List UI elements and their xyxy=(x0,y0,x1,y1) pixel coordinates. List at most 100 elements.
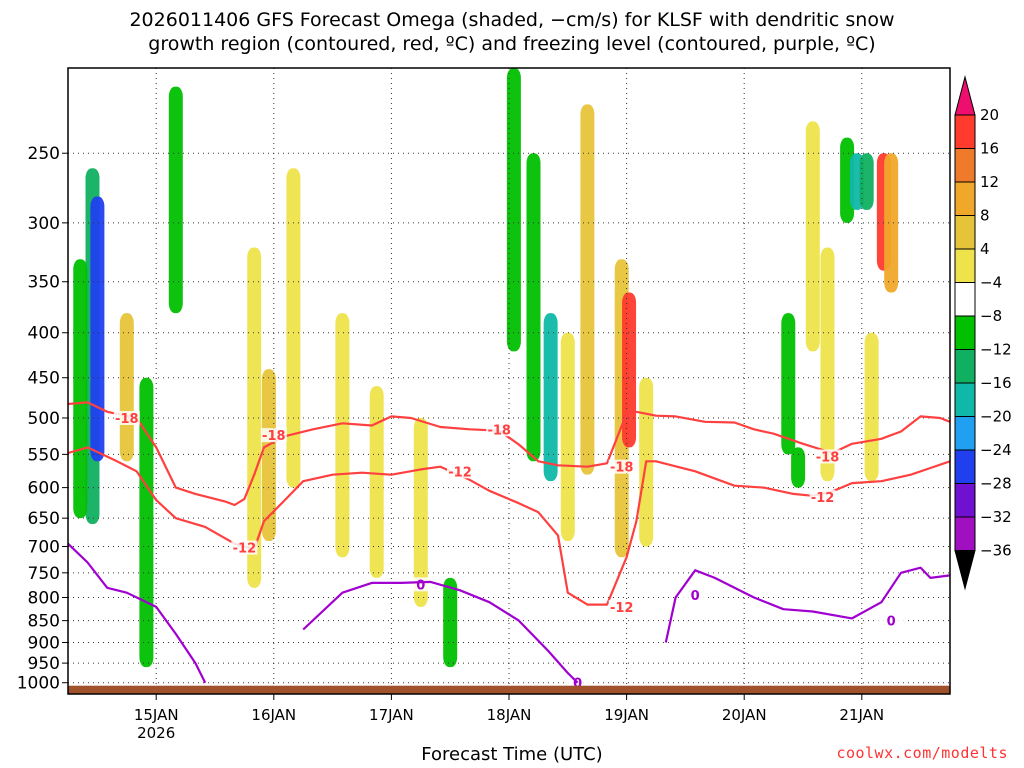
y-tick-label: 450 xyxy=(28,369,60,389)
omega-cell xyxy=(90,196,105,462)
colorbar-label: −12 xyxy=(980,341,1012,359)
contour-label-bg xyxy=(814,449,841,464)
omega-cell xyxy=(139,377,154,668)
colorbar-label: −24 xyxy=(980,441,1012,459)
colorbar-swatch xyxy=(954,516,976,551)
omega-cell xyxy=(805,121,820,352)
omega-cell xyxy=(859,153,874,210)
colorbar-bottom-arrow xyxy=(954,550,976,591)
omega-cell xyxy=(560,332,575,541)
omega-cell xyxy=(543,313,558,482)
contour-label-bg xyxy=(407,577,434,592)
y-tick-label: 500 xyxy=(28,409,60,429)
y-tick-label: 350 xyxy=(28,273,60,293)
contours: -18 -18 -18 -18 -18 -12 -12 -12 -12 0 0 0 0 xyxy=(67,401,951,692)
contour-label: -18 xyxy=(487,423,511,438)
y-tick-label: 800 xyxy=(28,588,60,608)
x-tick-label: 19JAN xyxy=(604,706,649,724)
y-tick-label: 850 xyxy=(28,612,60,632)
x-tick-label: 18JAN xyxy=(487,706,532,724)
x-tick-label: 17JAN xyxy=(369,706,414,724)
omega-cell xyxy=(168,86,183,314)
omega-cell xyxy=(864,332,879,482)
omega-cell xyxy=(413,417,428,607)
colorbar-label: −36 xyxy=(980,542,1012,560)
contour-label: -12 xyxy=(811,491,835,506)
colorbar-swatch xyxy=(954,248,976,283)
omega-cell xyxy=(781,313,796,455)
colorbar-swatch xyxy=(954,114,976,149)
omega-cell xyxy=(119,313,134,462)
colorbar-label: −28 xyxy=(980,475,1012,493)
chart-title-line2: growth region (contoured, red, ºC) and f… xyxy=(148,33,876,55)
colorbar-top-arrow xyxy=(954,75,976,116)
contour-label: 0 xyxy=(573,677,582,692)
omega-cell xyxy=(247,247,262,588)
omega-cell xyxy=(791,447,806,488)
colorbar-label: 16 xyxy=(980,140,999,158)
contour-label-bg xyxy=(447,464,473,479)
colorbar-swatch xyxy=(954,483,976,518)
contour-label: -18 xyxy=(610,461,634,476)
contour-line-0 xyxy=(302,580,579,684)
contour-label-bg xyxy=(878,613,905,628)
terrain-bar xyxy=(68,685,950,694)
x-tick-label: 20JAN xyxy=(722,706,767,724)
terrain-ground xyxy=(68,685,950,694)
contour-label-bg xyxy=(260,428,287,443)
contour-label: -18 xyxy=(816,450,840,465)
colorbar: 20 16 12 8 4 −4 −8 −12 −16 −20 −24 −28 −32 −36 xyxy=(954,75,1012,591)
omega-cell xyxy=(335,313,350,558)
contour-label-bg xyxy=(809,490,836,505)
colorbar-label: 12 xyxy=(980,173,999,191)
colorbar-swatch xyxy=(954,349,976,384)
y-tick-label: 1000 xyxy=(17,674,60,694)
y-tick-label: 300 xyxy=(28,214,60,234)
grid-lines xyxy=(68,68,950,694)
colorbar-swatch xyxy=(954,449,976,484)
y-tick-label: 650 xyxy=(28,509,60,529)
colorbar-swatch xyxy=(954,215,976,250)
omega-cell xyxy=(580,104,595,475)
contour-label: -12 xyxy=(610,601,634,616)
axes: 2503003504004505005506006507007508008509… xyxy=(17,67,951,742)
contour-label-bg xyxy=(113,410,140,425)
colorbar-swatch xyxy=(954,416,976,451)
contour-label: 0 xyxy=(416,578,425,593)
colorbar-swatch xyxy=(954,181,976,216)
colorbar-label: −16 xyxy=(980,374,1012,392)
colorbar-label: −4 xyxy=(980,274,1002,292)
contour-label-bg xyxy=(608,459,635,474)
contour-label: 0 xyxy=(887,615,896,630)
credit-link[interactable]: coolwx.com/modelts xyxy=(836,744,1008,762)
y-tick-label: 600 xyxy=(28,479,60,499)
contour-line--12 xyxy=(67,446,951,606)
omega-cell xyxy=(820,247,835,482)
contour-label-bg xyxy=(608,599,635,614)
x-tick-label: 15JAN xyxy=(134,706,179,724)
omega-cell xyxy=(443,577,458,668)
y-tick-label: 250 xyxy=(28,144,60,164)
contour-label: 0 xyxy=(691,589,700,604)
y-tick-label: 950 xyxy=(28,654,60,674)
omega-cell xyxy=(369,386,384,578)
omega-cell xyxy=(506,68,521,352)
contour-line-0 xyxy=(664,566,951,643)
colorbar-label: 20 xyxy=(980,106,999,124)
colorbar-label: 4 xyxy=(980,240,990,258)
omega-cell xyxy=(286,168,301,488)
x-tick-label: 16JAN xyxy=(251,706,296,724)
contour-line--18 xyxy=(67,401,951,507)
omega-cell xyxy=(526,153,541,462)
x-axis-title: Forecast Time (UTC) xyxy=(421,744,603,765)
y-tick-label: 900 xyxy=(28,633,60,653)
y-tick-label: 400 xyxy=(28,324,60,344)
colorbar-swatch xyxy=(954,148,976,183)
contour-label: -18 xyxy=(115,412,139,427)
contour-label-bg xyxy=(486,422,513,437)
y-tick-label: 750 xyxy=(28,564,60,584)
contour-line-0 xyxy=(67,542,207,684)
colorbar-swatch xyxy=(954,282,976,317)
omega-cell xyxy=(884,153,899,293)
